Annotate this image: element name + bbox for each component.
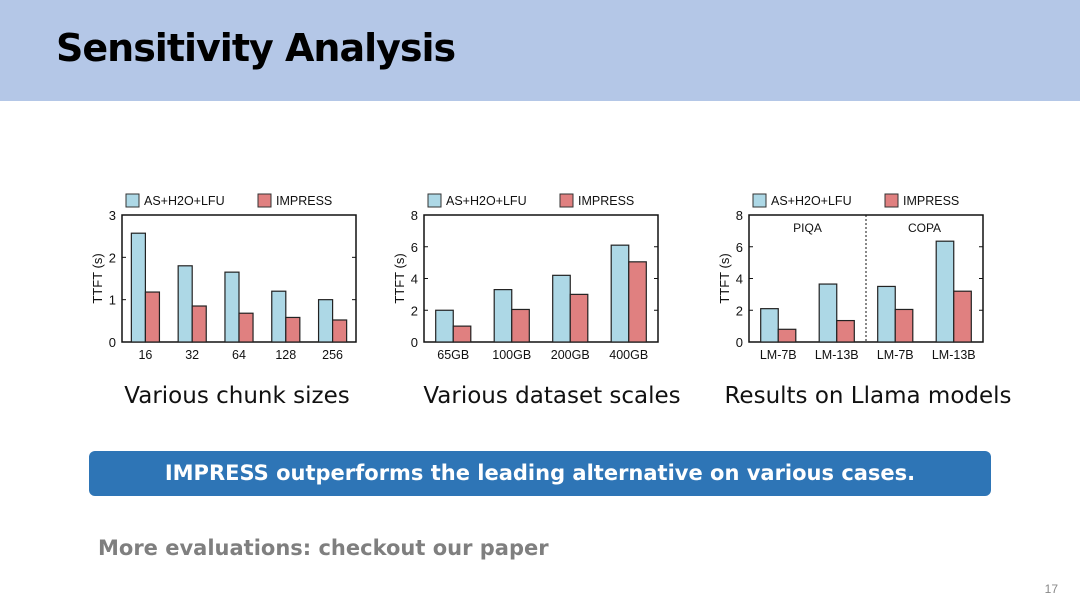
x-tick-label: 256	[322, 348, 343, 362]
x-tick-label: 200GB	[551, 348, 590, 362]
caption-dataset-scales: Various dataset scales	[423, 383, 681, 409]
legend-swatch	[257, 193, 272, 208]
y-tick-label: 6	[736, 240, 743, 255]
legend-swatch	[559, 193, 574, 208]
x-tick-label: 16	[138, 348, 152, 362]
bar-impress	[777, 328, 797, 343]
bar-impress	[452, 325, 472, 343]
bar-baseline	[935, 240, 955, 343]
bar-baseline	[877, 285, 896, 343]
y-tick-label: 1	[109, 293, 116, 308]
bar-baseline	[552, 274, 571, 343]
bar-baseline	[760, 308, 779, 343]
bar-impress	[953, 290, 972, 343]
y-tick-label: 8	[736, 208, 743, 223]
y-tick-label: 2	[109, 250, 116, 265]
y-tick-label: 2	[736, 303, 743, 318]
legend-label: IMPRESS	[276, 194, 332, 208]
bar-baseline	[610, 244, 630, 343]
bar-impress	[836, 319, 855, 343]
chart-llama-models: AS+H2O+LFU IMPRESS 0 2 4 6 8 TTFT (s) LM-7B LM-13…	[715, 185, 995, 375]
bar-baseline	[493, 289, 513, 343]
legend-swatch	[752, 193, 767, 208]
group-label: PIQA	[793, 221, 822, 235]
x-tick-label: LM-13B	[815, 348, 859, 362]
bar-baseline	[130, 232, 147, 343]
page-number: 17	[1044, 582, 1058, 596]
y-tick-label: 2	[411, 303, 418, 318]
bar-baseline	[224, 271, 240, 343]
bar-impress	[238, 312, 254, 343]
chart-svg: AS+H2O+LFU IMPRESS 0 1 2 3 TTFT (s) 16 32 64 128 25…	[90, 193, 357, 362]
conclusion-banner: IMPRESS outperforms the leading alternat…	[89, 451, 991, 496]
bar-baseline	[818, 283, 838, 343]
legend-label: IMPRESS	[578, 194, 634, 208]
legend-label: AS+H2O+LFU	[771, 194, 852, 208]
x-tick-label: 128	[275, 348, 296, 362]
x-tick-label: 32	[185, 348, 199, 362]
x-tick-label: LM-7B	[877, 348, 914, 362]
y-axis-label: TTFT (s)	[717, 253, 732, 303]
y-tick-label: 4	[736, 272, 743, 287]
x-tick-label: 400GB	[609, 348, 648, 362]
y-tick-label: 6	[411, 240, 418, 255]
bar-baseline	[317, 299, 334, 343]
bar-impress	[894, 308, 914, 343]
bar-impress	[285, 316, 301, 343]
bar-baseline	[271, 290, 287, 343]
y-axis-label: TTFT (s)	[90, 253, 105, 303]
bar-impress	[628, 261, 647, 343]
y-tick-label: 0	[109, 335, 116, 350]
bar-impress	[191, 305, 207, 343]
chart-svg: AS+H2O+LFU IMPRESS 0 2 4 6 8 TTFT (s) LM-7B LM-13…	[717, 193, 984, 362]
y-tick-label: 0	[736, 335, 743, 350]
y-tick-label: 4	[411, 272, 418, 287]
legend-label: IMPRESS	[903, 194, 959, 208]
y-tick-label: 0	[411, 335, 418, 350]
legend-label: AS+H2O+LFU	[446, 194, 527, 208]
legend-swatch	[427, 193, 442, 208]
y-tick-label: 3	[109, 208, 116, 223]
bar-impress	[332, 319, 348, 343]
legend-label: AS+H2O+LFU	[144, 194, 225, 208]
x-tick-label: 65GB	[437, 348, 469, 362]
y-tick-label: 8	[411, 208, 418, 223]
chart-dataset-scales: AS+H2O+LFU IMPRESS 0 2 4 6 8 TTFT (s) 65GB 100GB 2…	[390, 185, 670, 375]
chart-svg: AS+H2O+LFU IMPRESS 0 2 4 6 8 TTFT (s) 65GB 100GB 2…	[392, 193, 659, 362]
y-axis-label: TTFT (s)	[392, 253, 407, 303]
bar-impress	[144, 291, 161, 343]
group-label: COPA	[908, 221, 941, 235]
x-tick-label: 64	[232, 348, 246, 362]
caption-llama-models: Results on Llama models	[724, 383, 1012, 409]
x-tick-label: 100GB	[492, 348, 531, 362]
more-evaluations-text: More evaluations: checkout our paper	[98, 536, 549, 560]
x-tick-label: LM-7B	[760, 348, 797, 362]
chart-chunk-sizes: AS+H2O+LFU IMPRESS 0 1 2 3 TTFT (s) 16 32 64 128 25…	[88, 185, 368, 375]
legend-swatch	[884, 193, 899, 208]
bar-baseline	[177, 265, 193, 343]
caption-chunk-sizes: Various chunk sizes	[124, 383, 350, 409]
bar-baseline	[435, 309, 454, 343]
bar-impress	[569, 293, 589, 343]
x-tick-label: LM-13B	[932, 348, 976, 362]
bar-impress	[511, 308, 530, 343]
legend-swatch	[125, 193, 140, 208]
page-title: Sensitivity Analysis	[56, 26, 456, 70]
title-bar	[0, 0, 1080, 101]
